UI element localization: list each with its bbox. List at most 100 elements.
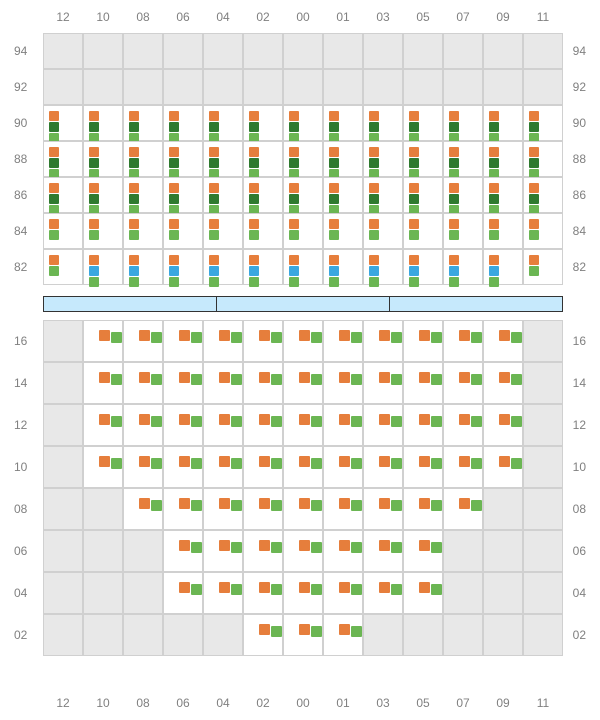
seat-group[interactable] <box>217 580 229 606</box>
seat[interactable] <box>391 584 402 595</box>
seat[interactable] <box>329 183 339 193</box>
seat[interactable] <box>249 111 259 121</box>
seat[interactable] <box>179 330 190 341</box>
seat[interactable] <box>209 111 219 121</box>
seat-group[interactable] <box>447 217 471 245</box>
seat[interactable] <box>351 332 362 343</box>
seat-group[interactable] <box>97 370 109 396</box>
seat[interactable] <box>89 158 99 168</box>
seat[interactable] <box>191 374 202 385</box>
seat[interactable] <box>49 219 59 229</box>
seat[interactable] <box>409 158 419 168</box>
seat[interactable] <box>139 498 150 509</box>
seat[interactable] <box>419 582 430 593</box>
seat-group[interactable] <box>87 109 111 137</box>
seat[interactable] <box>299 498 310 509</box>
seat[interactable] <box>329 255 339 265</box>
seat[interactable] <box>449 266 459 276</box>
seat[interactable] <box>409 183 419 193</box>
seat[interactable] <box>49 230 59 240</box>
seat[interactable] <box>129 230 139 240</box>
seat-group[interactable] <box>327 109 351 137</box>
seat-group[interactable] <box>417 496 429 522</box>
seat[interactable] <box>449 194 459 204</box>
seat[interactable] <box>529 122 539 132</box>
seat-group[interactable] <box>367 217 391 245</box>
seat[interactable] <box>339 624 350 635</box>
seat[interactable] <box>129 219 139 229</box>
seat[interactable] <box>169 158 179 168</box>
seat[interactable] <box>379 582 390 593</box>
seat[interactable] <box>129 194 139 204</box>
seat[interactable] <box>169 230 179 240</box>
seat[interactable] <box>151 416 162 427</box>
seat[interactable] <box>169 122 179 132</box>
seat[interactable] <box>489 183 499 193</box>
seat[interactable] <box>249 219 259 229</box>
seat[interactable] <box>391 332 402 343</box>
seat-group[interactable] <box>257 580 269 606</box>
seat[interactable] <box>259 624 270 635</box>
seat[interactable] <box>369 183 379 193</box>
seat-group[interactable] <box>337 538 349 564</box>
seat[interactable] <box>49 266 59 276</box>
seat-group[interactable] <box>377 370 389 396</box>
seat[interactable] <box>259 582 270 593</box>
seat[interactable] <box>249 277 259 287</box>
seat[interactable] <box>209 255 219 265</box>
seat-group[interactable] <box>337 370 349 396</box>
seat-group[interactable] <box>407 253 431 281</box>
seat[interactable] <box>449 122 459 132</box>
seat[interactable] <box>339 456 350 467</box>
seat[interactable] <box>169 147 179 157</box>
seat[interactable] <box>489 219 499 229</box>
seat[interactable] <box>231 584 242 595</box>
seat[interactable] <box>311 584 322 595</box>
seat[interactable] <box>151 458 162 469</box>
seat[interactable] <box>431 332 442 343</box>
seat-group[interactable] <box>407 181 431 209</box>
seat[interactable] <box>329 158 339 168</box>
seat[interactable] <box>409 266 419 276</box>
seat[interactable] <box>219 582 230 593</box>
seat-group[interactable] <box>337 496 349 522</box>
seat[interactable] <box>459 330 470 341</box>
seat[interactable] <box>391 458 402 469</box>
seat-group[interactable] <box>527 145 551 173</box>
seat-group[interactable] <box>487 181 511 209</box>
seat[interactable] <box>129 255 139 265</box>
seat[interactable] <box>151 500 162 511</box>
seat-group[interactable] <box>137 454 149 480</box>
seat[interactable] <box>391 500 402 511</box>
seat-group[interactable] <box>47 181 71 209</box>
seat[interactable] <box>449 230 459 240</box>
seat[interactable] <box>231 332 242 343</box>
seat-group[interactable] <box>97 454 109 480</box>
seat[interactable] <box>329 219 339 229</box>
seat[interactable] <box>379 330 390 341</box>
seat-group[interactable] <box>487 253 511 281</box>
seat[interactable] <box>179 582 190 593</box>
seat-group[interactable] <box>167 145 191 173</box>
seat[interactable] <box>139 330 150 341</box>
seat-group[interactable] <box>457 370 469 396</box>
seat-group[interactable] <box>337 580 349 606</box>
seat-group[interactable] <box>297 538 309 564</box>
seat[interactable] <box>369 158 379 168</box>
seat[interactable] <box>271 416 282 427</box>
seat[interactable] <box>271 374 282 385</box>
seat[interactable] <box>409 255 419 265</box>
seat-group[interactable] <box>177 538 189 564</box>
seat[interactable] <box>49 122 59 132</box>
seat[interactable] <box>311 458 322 469</box>
seat[interactable] <box>89 266 99 276</box>
seat[interactable] <box>139 372 150 383</box>
seat-group[interactable] <box>257 412 269 438</box>
seat[interactable] <box>89 122 99 132</box>
seat-group[interactable] <box>257 370 269 396</box>
seat[interactable] <box>351 458 362 469</box>
seat[interactable] <box>529 111 539 121</box>
seat[interactable] <box>169 183 179 193</box>
seat-group[interactable] <box>287 109 311 137</box>
seat-group[interactable] <box>257 538 269 564</box>
